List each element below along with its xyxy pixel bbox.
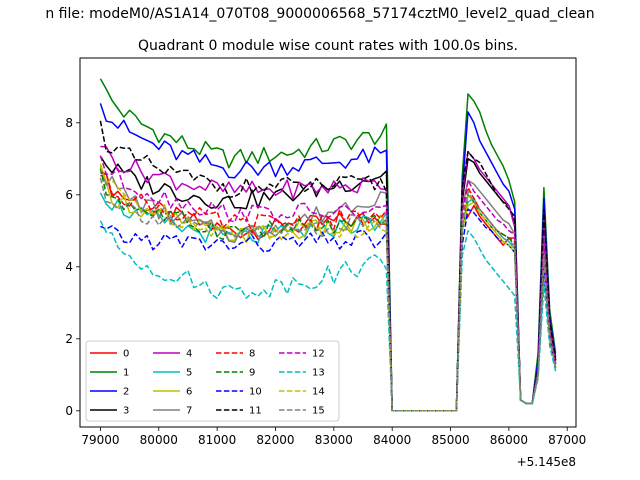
y-tick-label: 6 [65, 188, 73, 202]
series-line-12 [99, 155, 557, 412]
series-layer [99, 78, 557, 412]
plot-frame [79, 57, 577, 428]
series-line-1 [99, 78, 557, 412]
legend-label-11: 11 [249, 406, 262, 417]
legend-label-9: 9 [249, 368, 255, 379]
legend-label-12: 12 [312, 349, 325, 360]
legend-label-14: 14 [312, 387, 325, 398]
legend-label-13: 13 [312, 368, 325, 379]
series-line-2 [99, 103, 557, 412]
series-line-11 [99, 120, 557, 412]
legend-label-0: 0 [123, 349, 129, 360]
x-tick-label: 87000 [548, 433, 586, 447]
series-line-7 [99, 166, 557, 412]
y-axis: 0 2 4 6 8 [65, 116, 80, 418]
x-tick-label: 83000 [315, 433, 353, 447]
y-tick-label: 4 [65, 260, 73, 274]
legend-label-6: 6 [186, 387, 192, 398]
y-tick-label: 0 [65, 404, 73, 418]
legend-label-3: 3 [123, 406, 129, 417]
chart-title: Quadrant 0 module wise count rates with … [138, 38, 518, 54]
y-tick-label: 8 [65, 116, 73, 130]
series-line-10 [100, 208, 557, 412]
x-tick-label: 86000 [490, 433, 528, 447]
series-line-14 [99, 165, 557, 412]
legend-label-5: 5 [186, 368, 192, 379]
y-tick-label: 2 [65, 332, 73, 346]
legend-label-4: 4 [186, 349, 192, 360]
x-axis: 79000 80000 81000 82000 83000 84000 85000 86000… [81, 427, 586, 447]
legend-box [85, 340, 340, 422]
x-tick-label: 85000 [431, 433, 469, 447]
figure-suptitle: n file: modeM0/AS1A14_070T08_9000006568_… [45, 6, 594, 22]
x-tick-label: 84000 [373, 433, 411, 447]
series-line-4 [100, 145, 557, 412]
x-tick-label: 82000 [256, 433, 294, 447]
x-offset-label: +5.145e8 [517, 455, 576, 469]
x-tick-label: 80000 [140, 433, 178, 447]
series-line-13 [99, 220, 557, 412]
legend-label-2: 2 [123, 387, 129, 398]
legend-label-10: 10 [249, 387, 262, 398]
legend-label-15: 15 [312, 406, 325, 417]
legend-label-7: 7 [186, 406, 192, 417]
legend-label-8: 8 [249, 349, 255, 360]
series-line-15 [99, 177, 557, 412]
x-tick-label: 81000 [198, 433, 236, 447]
legend-label-1: 1 [123, 368, 129, 379]
x-tick-label: 79000 [81, 433, 119, 447]
